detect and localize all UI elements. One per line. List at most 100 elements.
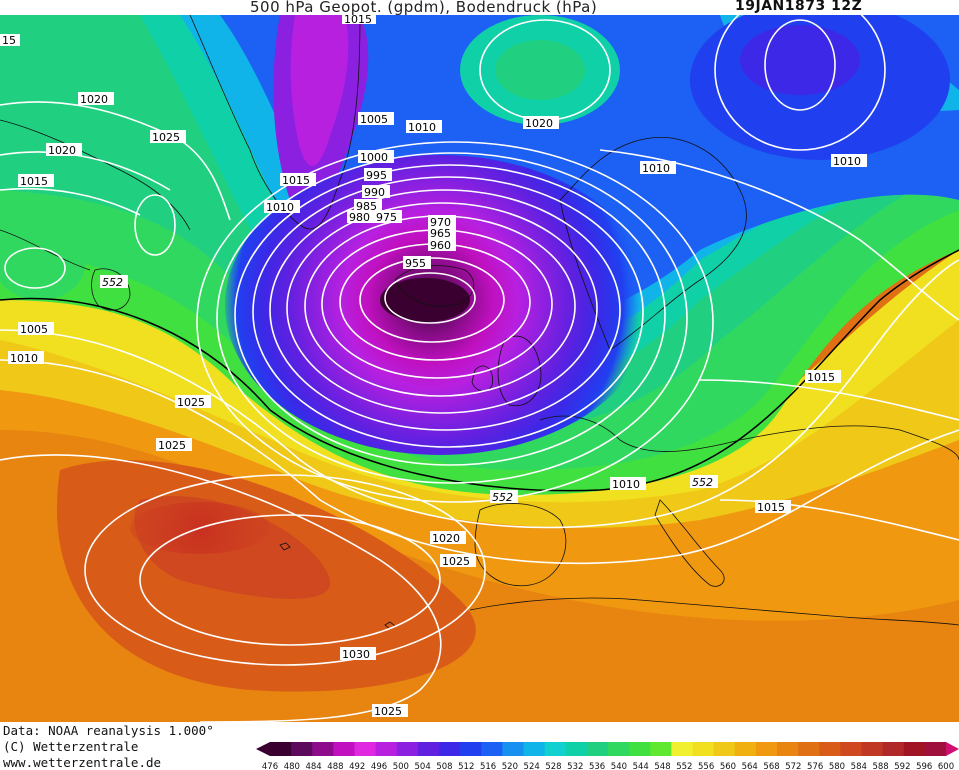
svg-text:1010: 1010 xyxy=(642,162,670,175)
svg-text:1025: 1025 xyxy=(177,396,205,409)
svg-text:1020: 1020 xyxy=(80,93,108,106)
footer-source: Data: NOAA reanalysis 1.000° xyxy=(3,723,214,738)
legend-swatch xyxy=(861,742,884,756)
label-552-b: 552 xyxy=(490,490,518,504)
legend-swatch xyxy=(439,742,461,756)
label-1005-b: 1005 xyxy=(18,322,54,336)
svg-text:970: 970 xyxy=(430,216,451,229)
label-990: 990 xyxy=(362,185,390,199)
svg-text:552: 552 xyxy=(492,491,513,504)
legend-tick-label: 568 xyxy=(763,762,779,770)
legend-swatch xyxy=(819,742,841,756)
label-1010-c: 1010 xyxy=(831,154,867,168)
svg-text:15: 15 xyxy=(2,34,16,47)
label-1010-d: 1010 xyxy=(264,200,300,214)
legend-swatch xyxy=(777,742,799,756)
map-title: 500 hPa Geopot. (gpdm), Bodendruck (hPa) xyxy=(250,0,598,16)
legend-tick-label: 548 xyxy=(654,762,670,770)
legend-tick-label: 528 xyxy=(545,762,561,770)
legend-swatch xyxy=(692,742,715,756)
legend-tick-label: 500 xyxy=(393,762,409,770)
svg-text:965: 965 xyxy=(430,227,451,240)
label-1030: 1030 xyxy=(340,647,376,661)
label-15: 15 xyxy=(0,34,20,47)
svg-text:1010: 1010 xyxy=(612,478,640,491)
map-header: 500 hPa Geopot. (gpdm), Bodendruck (hPa)… xyxy=(0,0,959,16)
label-955: 955 xyxy=(403,256,431,270)
svg-text:975: 975 xyxy=(376,211,397,224)
legend-tick-label: 544 xyxy=(633,762,649,770)
svg-text:980: 980 xyxy=(349,211,370,224)
label-975: 975 xyxy=(374,210,402,224)
svg-text:1020: 1020 xyxy=(525,117,553,130)
legend-swatch xyxy=(882,742,905,756)
label-1010-b: 1010 xyxy=(640,161,676,175)
legend-swatch xyxy=(375,742,398,756)
svg-text:1015: 1015 xyxy=(344,15,372,26)
label-1025-b: 1025 xyxy=(175,395,211,409)
legend-swatch xyxy=(333,742,355,756)
legend-swatch xyxy=(565,742,588,756)
label-1015-a: 1015 xyxy=(18,174,54,188)
label-1020-c: 1020 xyxy=(523,116,559,130)
legend-tick-label: 484 xyxy=(305,762,321,770)
legend-swatch xyxy=(608,742,630,756)
label-1020-d: 1020 xyxy=(430,531,466,545)
legend-tick-label: 488 xyxy=(327,762,343,770)
label-1015-c: 1015 xyxy=(805,370,841,384)
svg-text:1015: 1015 xyxy=(757,501,785,514)
label-1010-e: 1010 xyxy=(8,351,44,365)
svg-text:1020: 1020 xyxy=(432,532,460,545)
legend-tick-label: 564 xyxy=(742,762,758,770)
legend-swatch xyxy=(713,742,736,756)
label-1010-f: 1010 xyxy=(610,477,646,491)
legend-tick-label: 560 xyxy=(720,762,736,770)
label-980: 980 xyxy=(347,210,375,224)
label-1000: 1000 xyxy=(358,150,394,164)
deep-low-core xyxy=(380,278,470,322)
legend-tick-label: 492 xyxy=(349,762,365,770)
legend-tick-label: 524 xyxy=(524,762,540,770)
label-1015-d: 1015 xyxy=(755,500,791,514)
label-1015-top: 1015 xyxy=(342,15,376,26)
svg-text:1025: 1025 xyxy=(374,705,402,718)
legend-tick-label: 552 xyxy=(676,762,692,770)
label-985: 985 xyxy=(354,199,382,213)
label-995: 995 xyxy=(364,168,392,182)
label-552-c: 552 xyxy=(690,475,718,489)
legend-tick-label: 520 xyxy=(502,762,518,770)
greenland-purple-2 xyxy=(290,15,349,167)
label-1020-b: 1020 xyxy=(46,143,82,157)
geopot-552-line xyxy=(0,249,959,492)
svg-text:552: 552 xyxy=(102,276,123,289)
legend-tick-label: 588 xyxy=(872,762,888,770)
label-1005: 1005 xyxy=(358,112,394,126)
svg-text:1015: 1015 xyxy=(807,371,835,384)
legend-tick-label: 592 xyxy=(894,762,910,770)
legend-tick-label: 516 xyxy=(480,762,496,770)
label-1025-d: 1025 xyxy=(440,554,476,568)
legend-swatch xyxy=(671,742,693,756)
legend-tick-label: 480 xyxy=(284,762,300,770)
ne-low-core xyxy=(740,25,860,95)
legend-swatch xyxy=(460,742,482,756)
legend-swatch xyxy=(396,742,419,756)
svg-text:1010: 1010 xyxy=(10,352,38,365)
legend-tick-label: 540 xyxy=(611,762,627,770)
svg-text:1025: 1025 xyxy=(158,439,186,452)
legend-tick-label: 580 xyxy=(829,762,845,770)
svg-text:1030: 1030 xyxy=(342,648,370,661)
label-1010-a: 1010 xyxy=(406,120,442,134)
label-1020-a: 1020 xyxy=(78,92,114,106)
legend-tick-label: 572 xyxy=(785,762,801,770)
svg-text:1025: 1025 xyxy=(442,555,470,568)
legend-tick-label: 600 xyxy=(938,762,954,770)
legend-tick-label: 536 xyxy=(589,762,605,770)
legend-tick-label: 584 xyxy=(851,762,867,770)
label-1025-c: 1025 xyxy=(156,438,192,452)
legend-swatch xyxy=(755,742,778,756)
legend-tick-label: 504 xyxy=(415,762,431,770)
legend-tick-label: 556 xyxy=(698,762,714,770)
legend-tick-label: 496 xyxy=(371,762,387,770)
legend-swatch xyxy=(840,742,862,756)
